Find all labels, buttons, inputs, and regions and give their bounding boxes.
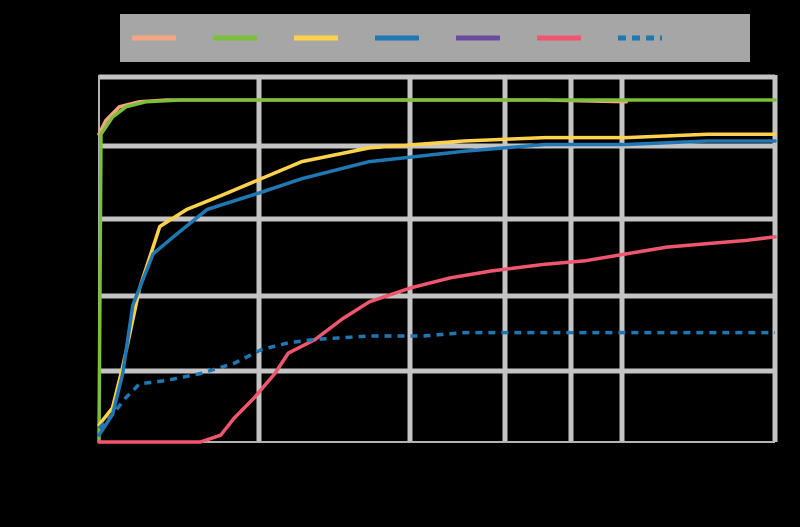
legend <box>120 14 750 62</box>
series-line-1 <box>97 98 629 136</box>
axes <box>98 75 775 443</box>
series-group <box>97 98 777 444</box>
series-line-6 <box>97 235 777 444</box>
series-line-7 <box>97 330 775 430</box>
series-line-2 <box>97 98 777 444</box>
series-line-4 <box>97 139 777 437</box>
grid <box>99 74 778 442</box>
